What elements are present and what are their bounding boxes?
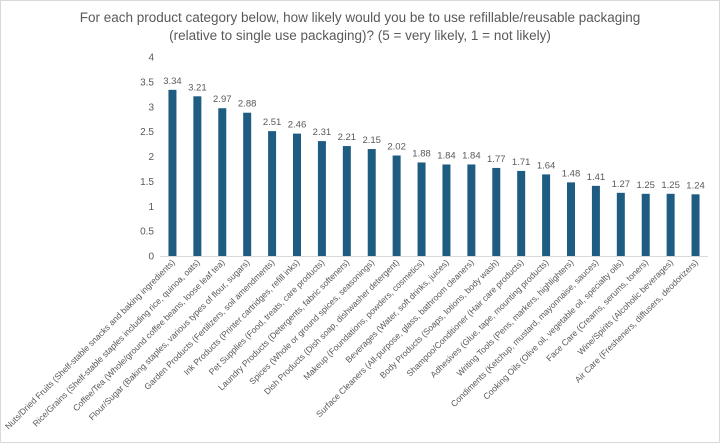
data-label: 1.25 <box>661 180 680 191</box>
data-label: 1.77 <box>487 154 506 165</box>
data-label: 2.97 <box>213 94 232 105</box>
data-label: 1.88 <box>412 148 431 159</box>
bar <box>591 185 600 256</box>
y-tick-label: 4 <box>148 53 154 64</box>
bar <box>641 193 650 256</box>
bar <box>517 170 526 256</box>
bar <box>442 164 451 256</box>
bar <box>168 89 177 257</box>
x-tick-label: Nuts/Dried Fruits (Shelf-stable snacks a… <box>3 257 177 431</box>
data-label: 2.02 <box>387 142 406 153</box>
bar <box>666 193 675 256</box>
data-label: 1.84 <box>462 150 481 161</box>
bar <box>567 182 575 256</box>
data-label: 2.51 <box>263 117 282 128</box>
chart-title-line-2: (relative to single use packaging)? (5 =… <box>169 28 551 43</box>
data-label: 1.41 <box>587 172 606 183</box>
y-tick-label: 2.5 <box>140 127 154 138</box>
bar <box>417 162 426 256</box>
bar <box>342 146 351 256</box>
data-label: 1.27 <box>612 179 631 190</box>
y-tick-label: 1 <box>148 202 154 213</box>
data-label: 2.88 <box>238 99 257 110</box>
bar <box>616 192 625 256</box>
data-label: 1.64 <box>537 160 556 171</box>
bar <box>293 133 301 256</box>
data-label: 2.46 <box>288 120 307 131</box>
bar <box>367 149 376 256</box>
data-label: 3.34 <box>163 76 182 87</box>
bar <box>467 164 476 256</box>
chart-title-line-1: For each product category below, how lik… <box>79 10 641 25</box>
x-tick-label: Rice/Grains (Shelf-stable staples includ… <box>31 257 202 428</box>
bar <box>492 167 501 256</box>
y-tick-label: 1.5 <box>140 177 154 188</box>
y-tick-label: 3 <box>148 102 154 113</box>
bar <box>542 174 551 256</box>
data-label: 2.31 <box>313 127 332 138</box>
data-label: 3.21 <box>188 82 207 93</box>
data-label: 1.48 <box>562 168 581 179</box>
data-label: 2.15 <box>362 135 381 146</box>
y-tick-label: 0.5 <box>140 227 154 238</box>
bar <box>691 194 700 256</box>
data-label: 1.25 <box>636 180 655 191</box>
bar <box>193 96 202 257</box>
data-label: 1.84 <box>437 150 456 161</box>
chart-title: For each product category below, how lik… <box>0 9 720 45</box>
data-label: 1.24 <box>686 180 705 191</box>
bar <box>218 108 227 257</box>
bar <box>243 112 252 256</box>
bar <box>392 155 401 256</box>
bar <box>268 131 277 256</box>
y-tick-label: 2 <box>148 152 154 163</box>
bar <box>317 141 326 256</box>
y-tick-label: 3.5 <box>140 77 154 88</box>
data-label: 2.21 <box>338 132 357 143</box>
y-tick-label: 0 <box>148 252 154 263</box>
data-label: 1.71 <box>512 157 531 168</box>
